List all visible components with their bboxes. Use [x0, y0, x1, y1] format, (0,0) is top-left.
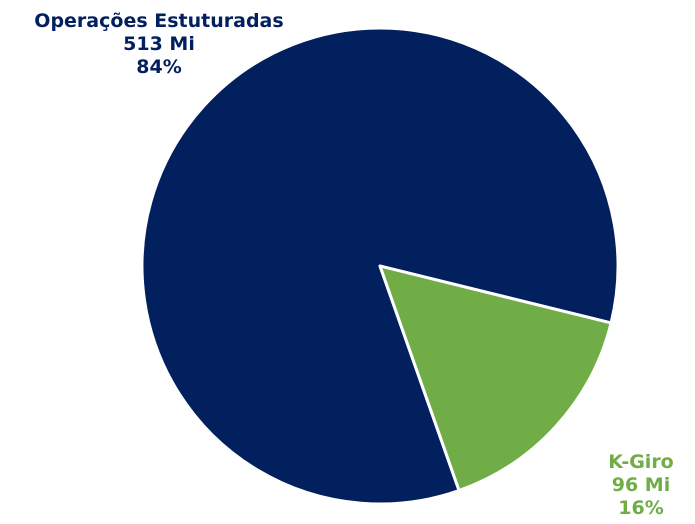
pie-slice-kgiro — [378, 264, 613, 492]
slice-label-operacoes-value: 513 Mi — [123, 33, 195, 55]
slice-label-kgiro-value: 96 Mi — [611, 474, 671, 496]
slice-label-operacoes-percent: 84% — [136, 56, 182, 78]
slice-label-kgiro: K-Giro 96 Mi 16% — [596, 451, 686, 520]
slice-label-kgiro-name: K-Giro — [608, 451, 674, 473]
slice-label-kgiro-percent: 16% — [618, 497, 664, 519]
slice-label-operacoes-name: Operações Estuturadas — [34, 10, 284, 32]
slice-label-operacoes: Operações Estuturadas 513 Mi 84% — [0, 10, 318, 79]
